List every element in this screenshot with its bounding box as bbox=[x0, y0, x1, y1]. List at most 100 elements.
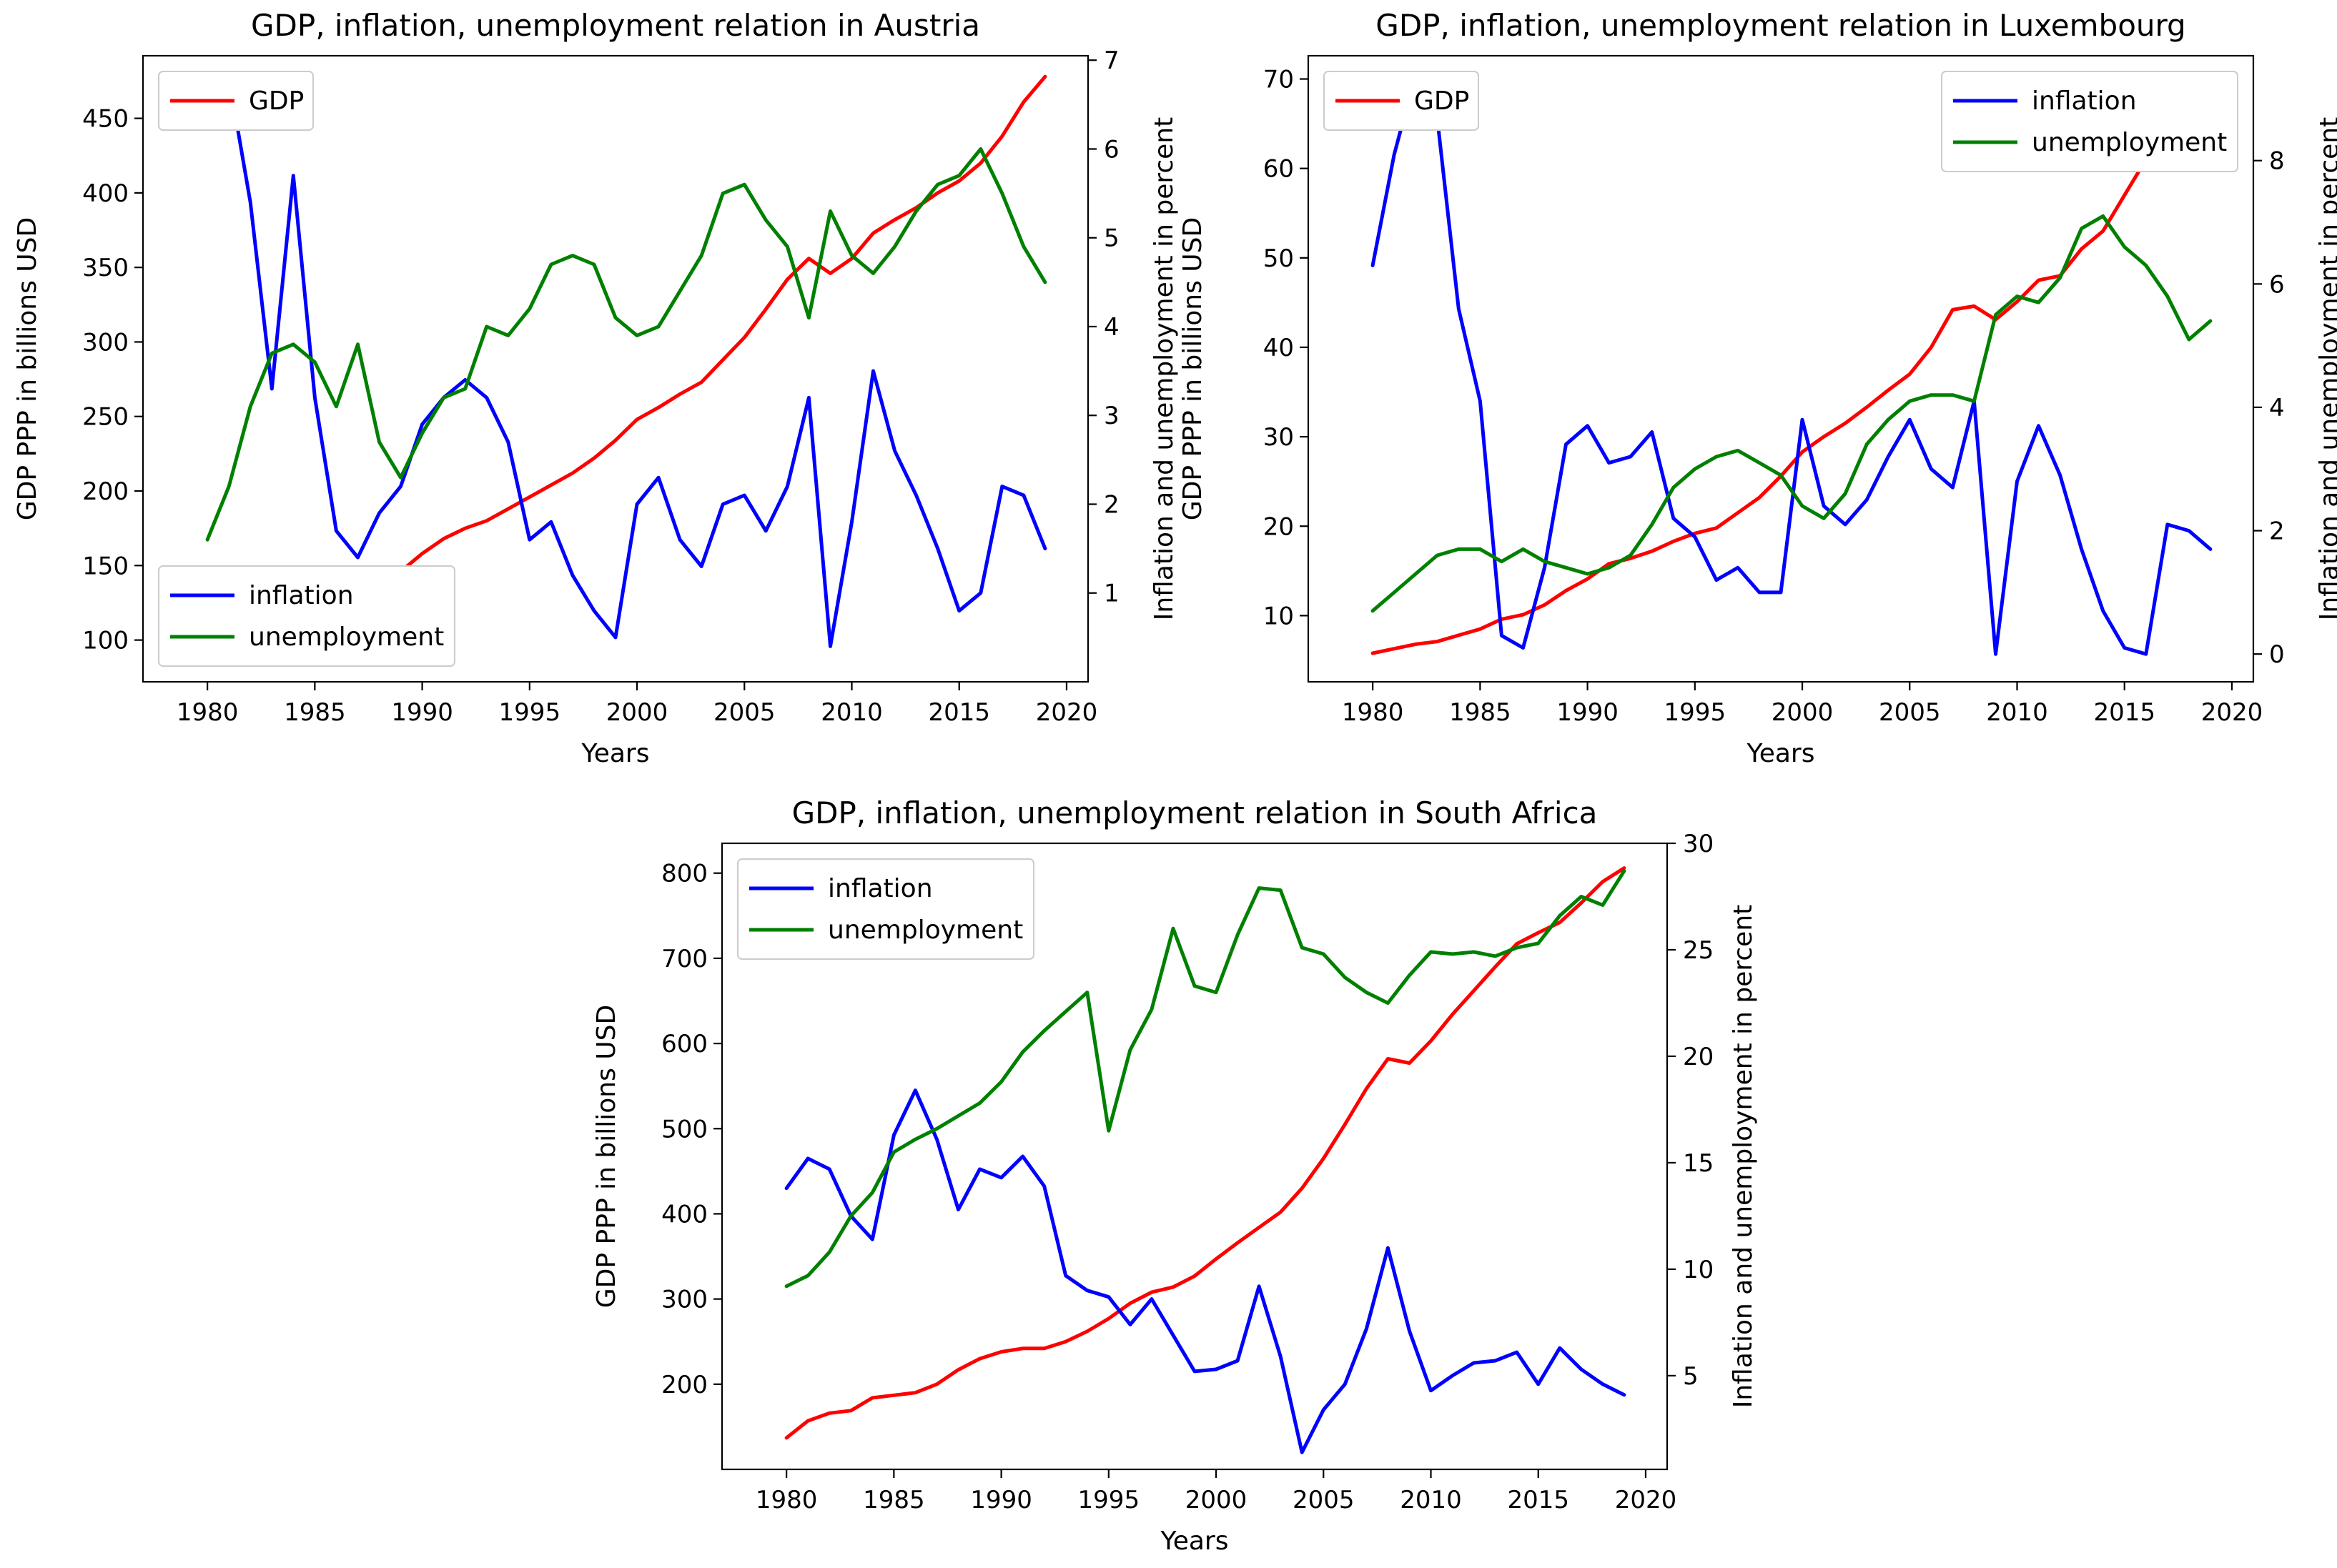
chart-1: GDP, inflation, unemployment relation in… bbox=[13, 8, 1179, 768]
y-axis-label-left: GDP PPP in billions USD bbox=[1178, 217, 1207, 520]
y-tick-label-left: 40 bbox=[1263, 334, 1294, 362]
series-line-GDP bbox=[784, 866, 1626, 1440]
x-tick-label: 1985 bbox=[863, 1486, 925, 1514]
x-tick-label: 2005 bbox=[713, 698, 776, 727]
plot-frame bbox=[721, 842, 1669, 1471]
chart-title: GDP, inflation, unemployment relation in… bbox=[1375, 8, 2185, 43]
y-tick-label-right: 3 bbox=[1104, 402, 1120, 430]
series-group bbox=[1370, 72, 2213, 656]
plot-frame bbox=[142, 54, 1090, 683]
x-tick-label: 1990 bbox=[391, 698, 453, 727]
y-tick-label-right: 2 bbox=[1104, 490, 1120, 519]
y-tick-label-left: 20 bbox=[1263, 512, 1294, 541]
x-axis-label: Years bbox=[1160, 1527, 1229, 1556]
x-tick-label: 2015 bbox=[928, 698, 990, 727]
y-tick-label-left: 50 bbox=[1263, 244, 1294, 273]
series-group bbox=[784, 866, 1626, 1454]
y-tick-label-right: 10 bbox=[1683, 1256, 1714, 1284]
y-tick-label-left: 100 bbox=[82, 627, 129, 655]
series-line-GDP bbox=[1370, 86, 2213, 655]
x-tick-label: 1980 bbox=[756, 1486, 818, 1514]
y-tick-label-left: 450 bbox=[82, 105, 129, 134]
series-line-inflation bbox=[205, 76, 1047, 648]
y-tick-label-right: 8 bbox=[2269, 147, 2285, 176]
y-tick-label-right: 6 bbox=[2269, 270, 2285, 299]
legend-label: inflation bbox=[828, 874, 933, 903]
series-line-inflation bbox=[1370, 72, 2213, 656]
x-tick-label: 1990 bbox=[970, 1486, 1032, 1514]
chart-2: GDP, inflation, unemployment relation in… bbox=[1178, 8, 2337, 768]
x-tick-label: 2010 bbox=[1400, 1486, 1462, 1514]
y-tick-label-right: 4 bbox=[1104, 313, 1120, 342]
x-tick-label: 2010 bbox=[1986, 698, 2048, 727]
y-tick-label-left: 30 bbox=[1263, 423, 1294, 452]
y-axis-label-left: GDP PPP in billions USD bbox=[592, 1005, 621, 1308]
legend-label: unemployment bbox=[249, 622, 444, 652]
x-tick-label: 2005 bbox=[1879, 698, 1941, 727]
legend-box bbox=[1323, 71, 1479, 131]
y-tick-label-right: 4 bbox=[2269, 394, 2285, 422]
y-tick-label-right: 7 bbox=[1104, 46, 1120, 75]
y-axis-label-right: Inflation and unemployment in percent bbox=[1729, 905, 1758, 1409]
y-tick-label-left: 400 bbox=[82, 179, 129, 208]
y-axis-label-left: GDP PPP in billions USD bbox=[13, 217, 42, 520]
y-tick-label-left: 200 bbox=[82, 477, 129, 506]
x-tick-label: 1990 bbox=[1556, 698, 1619, 727]
x-tick-label: 2020 bbox=[1615, 1486, 1677, 1514]
y-tick-label-right: 1 bbox=[1104, 580, 1120, 608]
x-tick-label: 2015 bbox=[1507, 1486, 1569, 1514]
legend-label: inflation bbox=[249, 581, 354, 610]
y-tick-label-right: 5 bbox=[1683, 1362, 1699, 1391]
x-tick-label: 1995 bbox=[1078, 1486, 1140, 1514]
y-tick-label-right: 20 bbox=[1683, 1043, 1714, 1071]
y-tick-label-right: 2 bbox=[2269, 517, 2285, 546]
legend-top-left: GDP bbox=[158, 71, 314, 131]
legend-label: GDP bbox=[249, 86, 304, 116]
series-line-unemployment bbox=[1370, 214, 2213, 613]
y-tick-label-left: 700 bbox=[661, 945, 708, 973]
x-tick-label: 2005 bbox=[1293, 1486, 1355, 1514]
x-tick-label: 2000 bbox=[1772, 698, 1834, 727]
chart-title: GDP, inflation, unemployment relation in… bbox=[792, 795, 1598, 830]
y-tick-label-left: 600 bbox=[661, 1030, 708, 1058]
y-tick-label-left: 500 bbox=[661, 1115, 708, 1143]
y-tick-label-left: 10 bbox=[1263, 602, 1294, 630]
y-tick-label-left: 300 bbox=[661, 1286, 708, 1314]
legend-box bbox=[158, 565, 455, 667]
legend-label: inflation bbox=[2032, 86, 2137, 116]
series-line-unemployment bbox=[784, 869, 1626, 1289]
x-tick-label: 2000 bbox=[1185, 1486, 1247, 1514]
legend-label: unemployment bbox=[828, 916, 1023, 945]
x-tick-label: 1985 bbox=[1449, 698, 1511, 727]
y-tick-label-right: 0 bbox=[2269, 640, 2285, 669]
x-tick-label: 2015 bbox=[2093, 698, 2155, 727]
x-tick-label: 1980 bbox=[1342, 698, 1404, 727]
x-tick-label: 2020 bbox=[2201, 698, 2263, 727]
x-axis-label: Years bbox=[581, 739, 650, 768]
y-tick-label-right: 15 bbox=[1683, 1149, 1714, 1178]
y-tick-label-left: 400 bbox=[661, 1200, 708, 1229]
x-tick-label: 1995 bbox=[1664, 698, 1726, 727]
y-tick-label-right: 30 bbox=[1683, 830, 1714, 858]
legend-bottom-left: inflation unemployment bbox=[158, 565, 455, 667]
legend-box bbox=[737, 858, 1034, 960]
y-tick-label-left: 70 bbox=[1263, 66, 1294, 94]
x-tick-label: 2020 bbox=[1036, 698, 1098, 727]
x-tick-label: 2010 bbox=[821, 698, 883, 727]
legend-top-right: inflation unemployment bbox=[1941, 71, 2238, 172]
x-axis-label: Years bbox=[1746, 739, 1815, 768]
y-tick-label-right: 25 bbox=[1683, 936, 1714, 965]
legend-label: GDP bbox=[1414, 86, 1469, 116]
x-tick-label: 1980 bbox=[177, 698, 239, 727]
series-line-unemployment bbox=[205, 147, 1047, 542]
y-tick-label-left: 250 bbox=[82, 403, 129, 432]
legend-top-left: inflation unemployment bbox=[737, 858, 1034, 960]
y-tick-label-right: 5 bbox=[1104, 224, 1120, 253]
legend-box bbox=[158, 71, 314, 131]
y-tick-label-right: 6 bbox=[1104, 135, 1120, 164]
plot-frame bbox=[1307, 54, 2255, 683]
x-tick-label: 1995 bbox=[499, 698, 561, 727]
chart-title: GDP, inflation, unemployment relation in… bbox=[251, 8, 980, 43]
series-line-inflation bbox=[784, 1088, 1626, 1454]
